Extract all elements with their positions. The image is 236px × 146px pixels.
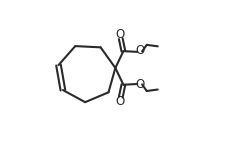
- Text: O: O: [115, 28, 125, 41]
- Text: O: O: [135, 78, 145, 91]
- Text: O: O: [115, 95, 125, 108]
- Text: O: O: [135, 45, 145, 58]
